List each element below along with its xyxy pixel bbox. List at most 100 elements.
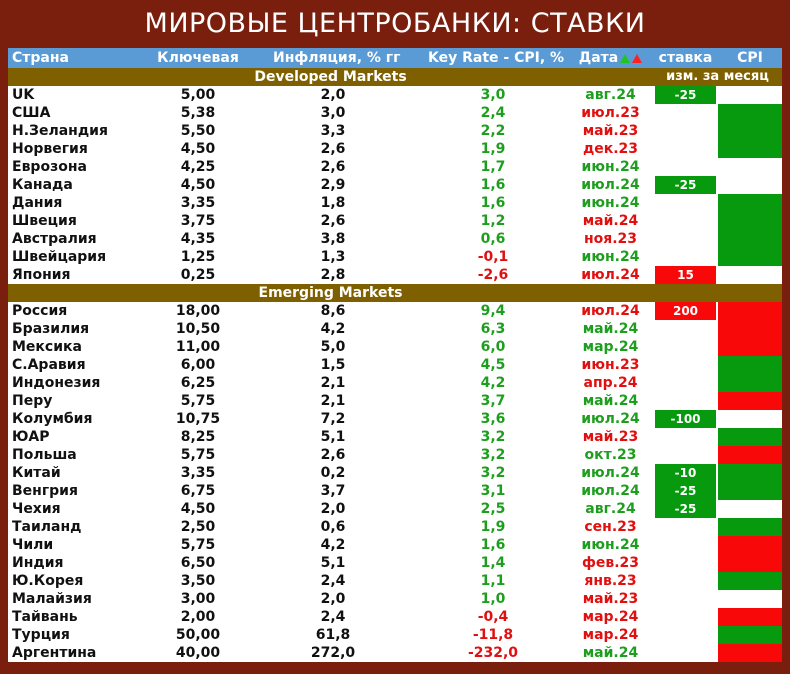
inflation-cell: 4,2 xyxy=(320,537,346,553)
real-rate-cell: 1,6 xyxy=(480,195,506,211)
cpi-change-cell xyxy=(718,122,782,140)
country-cell: Норвегия xyxy=(12,141,88,157)
date-cell: июн.24 xyxy=(581,249,640,265)
date-cell: мар.24 xyxy=(582,627,639,643)
cpi-change-cell xyxy=(718,446,782,464)
header-country: Страна xyxy=(12,50,69,66)
date-cell: авг.24 xyxy=(585,501,636,517)
date-cell: июн.24 xyxy=(581,537,640,553)
cpi-change-cell xyxy=(718,230,782,248)
arrow-up-red-icon xyxy=(632,53,643,63)
table-row: UK 5,00 2,0 3,0 авг.24 -25 xyxy=(8,86,782,104)
table-row: Малайзия 3,00 2,0 1,0 май.23 xyxy=(8,590,782,608)
table-header: Страна Ключевая Инфляция, % гг Key Rate … xyxy=(8,48,782,68)
table-row: Китай 3,35 0,2 3,2 июл.24 -10 xyxy=(8,464,782,482)
inflation-cell: 5,1 xyxy=(320,555,346,571)
table-row: Чехия 4,50 2,0 2,5 авг.24 -25 xyxy=(8,500,782,518)
key-rate-cell: 3,35 xyxy=(180,465,216,481)
real-rate-cell: -2,6 xyxy=(477,267,509,283)
real-rate-cell: 9,4 xyxy=(480,303,506,319)
inflation-cell: 2,4 xyxy=(320,609,346,625)
date-cell: июн.24 xyxy=(581,159,640,175)
table-row: Еврозона 4,25 2,6 1,7 июн.24 xyxy=(8,158,782,176)
country-cell: Индия xyxy=(12,555,64,571)
cpi-change-cell xyxy=(718,428,782,446)
date-cell: май.23 xyxy=(582,591,639,607)
table-row: ЮАР 8,25 5,1 3,2 май.23 xyxy=(8,428,782,446)
cpi-change-cell xyxy=(718,176,782,194)
key-rate-cell: 11,00 xyxy=(175,339,221,355)
cpi-change-cell xyxy=(718,608,782,626)
inflation-cell: 1,3 xyxy=(320,249,346,265)
real-rate-cell: 3,2 xyxy=(480,465,506,481)
section-sub-label: изм. за месяц xyxy=(666,69,769,84)
date-cell: апр.24 xyxy=(583,375,638,391)
table-row: Дания 3,35 1,8 1,6 июн.24 xyxy=(8,194,782,212)
country-cell: Турция xyxy=(12,627,70,643)
country-cell: Колумбия xyxy=(12,411,93,427)
real-rate-cell: 6,0 xyxy=(480,339,506,355)
key-rate-cell: 4,50 xyxy=(180,177,216,193)
section-emerging: Emerging Markets xyxy=(8,284,782,302)
key-rate-cell: 4,35 xyxy=(180,231,216,247)
table-row: Перу 5,75 2,1 3,7 май.24 xyxy=(8,392,782,410)
real-rate-cell: 4,5 xyxy=(480,357,506,373)
key-rate-cell: 3,35 xyxy=(180,195,216,211)
real-rate-cell: -11,8 xyxy=(472,627,514,643)
country-cell: Канада xyxy=(12,177,73,193)
header-rate-change: ставка xyxy=(658,50,713,66)
real-rate-cell: 1,1 xyxy=(480,573,506,589)
table-row: Япония 0,25 2,8 -2,6 июл.24 15 xyxy=(8,266,782,284)
rate-change-cell: -25 xyxy=(655,176,716,194)
rate-change-cell xyxy=(655,338,716,356)
header-cpi: CPI xyxy=(737,50,763,66)
real-rate-cell: -0,1 xyxy=(477,249,509,265)
inflation-cell: 2,1 xyxy=(320,393,346,409)
date-cell: май.24 xyxy=(582,645,639,661)
country-cell: Таиланд xyxy=(12,519,82,535)
real-rate-cell: 1,9 xyxy=(480,519,506,535)
key-rate-cell: 50,00 xyxy=(175,627,221,643)
inflation-cell: 272,0 xyxy=(310,645,356,661)
cpi-change-cell xyxy=(718,266,782,284)
cpi-change-cell xyxy=(718,554,782,572)
key-rate-cell: 2,50 xyxy=(180,519,216,535)
table-row: Мексика 11,00 5,0 6,0 мар.24 xyxy=(8,338,782,356)
rate-change-cell xyxy=(655,158,716,176)
real-rate-cell: -232,0 xyxy=(467,645,519,661)
rate-change-cell xyxy=(655,446,716,464)
key-rate-cell: 6,75 xyxy=(180,483,216,499)
country-cell: Ю.Корея xyxy=(12,573,84,589)
date-cell: июл.24 xyxy=(581,267,640,283)
cpi-change-cell xyxy=(718,320,782,338)
inflation-cell: 2,4 xyxy=(320,573,346,589)
rate-change-cell xyxy=(655,590,716,608)
real-rate-cell: 2,4 xyxy=(480,105,506,121)
table-row: Бразилия 10,50 4,2 6,3 май.24 xyxy=(8,320,782,338)
inflation-cell: 3,7 xyxy=(320,483,346,499)
rate-change-cell: 15 xyxy=(655,266,716,284)
cpi-change-cell xyxy=(718,338,782,356)
rate-change-cell xyxy=(655,644,716,662)
rate-change-cell xyxy=(655,140,716,158)
inflation-cell: 2,6 xyxy=(320,141,346,157)
table-row: Россия 18,00 8,6 9,4 июл.24 200 xyxy=(8,302,782,320)
table-row: Аргентина 40,00 272,0 -232,0 май.24 xyxy=(8,644,782,662)
inflation-cell: 2,8 xyxy=(320,267,346,283)
cpi-change-cell xyxy=(718,212,782,230)
inflation-cell: 2,1 xyxy=(320,375,346,391)
rates-table: Страна Ключевая Инфляция, % гг Key Rate … xyxy=(8,48,782,662)
key-rate-cell: 5,75 xyxy=(180,447,216,463)
inflation-cell: 2,6 xyxy=(320,159,346,175)
real-rate-cell: 3,2 xyxy=(480,429,506,445)
inflation-cell: 1,8 xyxy=(320,195,346,211)
country-cell: Чехия xyxy=(12,501,61,517)
date-cell: янв.23 xyxy=(584,573,637,589)
real-rate-cell: 1,7 xyxy=(480,159,506,175)
country-cell: Чили xyxy=(12,537,54,553)
key-rate-cell: 4,25 xyxy=(180,159,216,175)
date-cell: мар.24 xyxy=(582,339,639,355)
rate-change-cell: -10 xyxy=(655,464,716,482)
key-rate-cell: 2,00 xyxy=(180,609,216,625)
rate-change-cell xyxy=(655,230,716,248)
